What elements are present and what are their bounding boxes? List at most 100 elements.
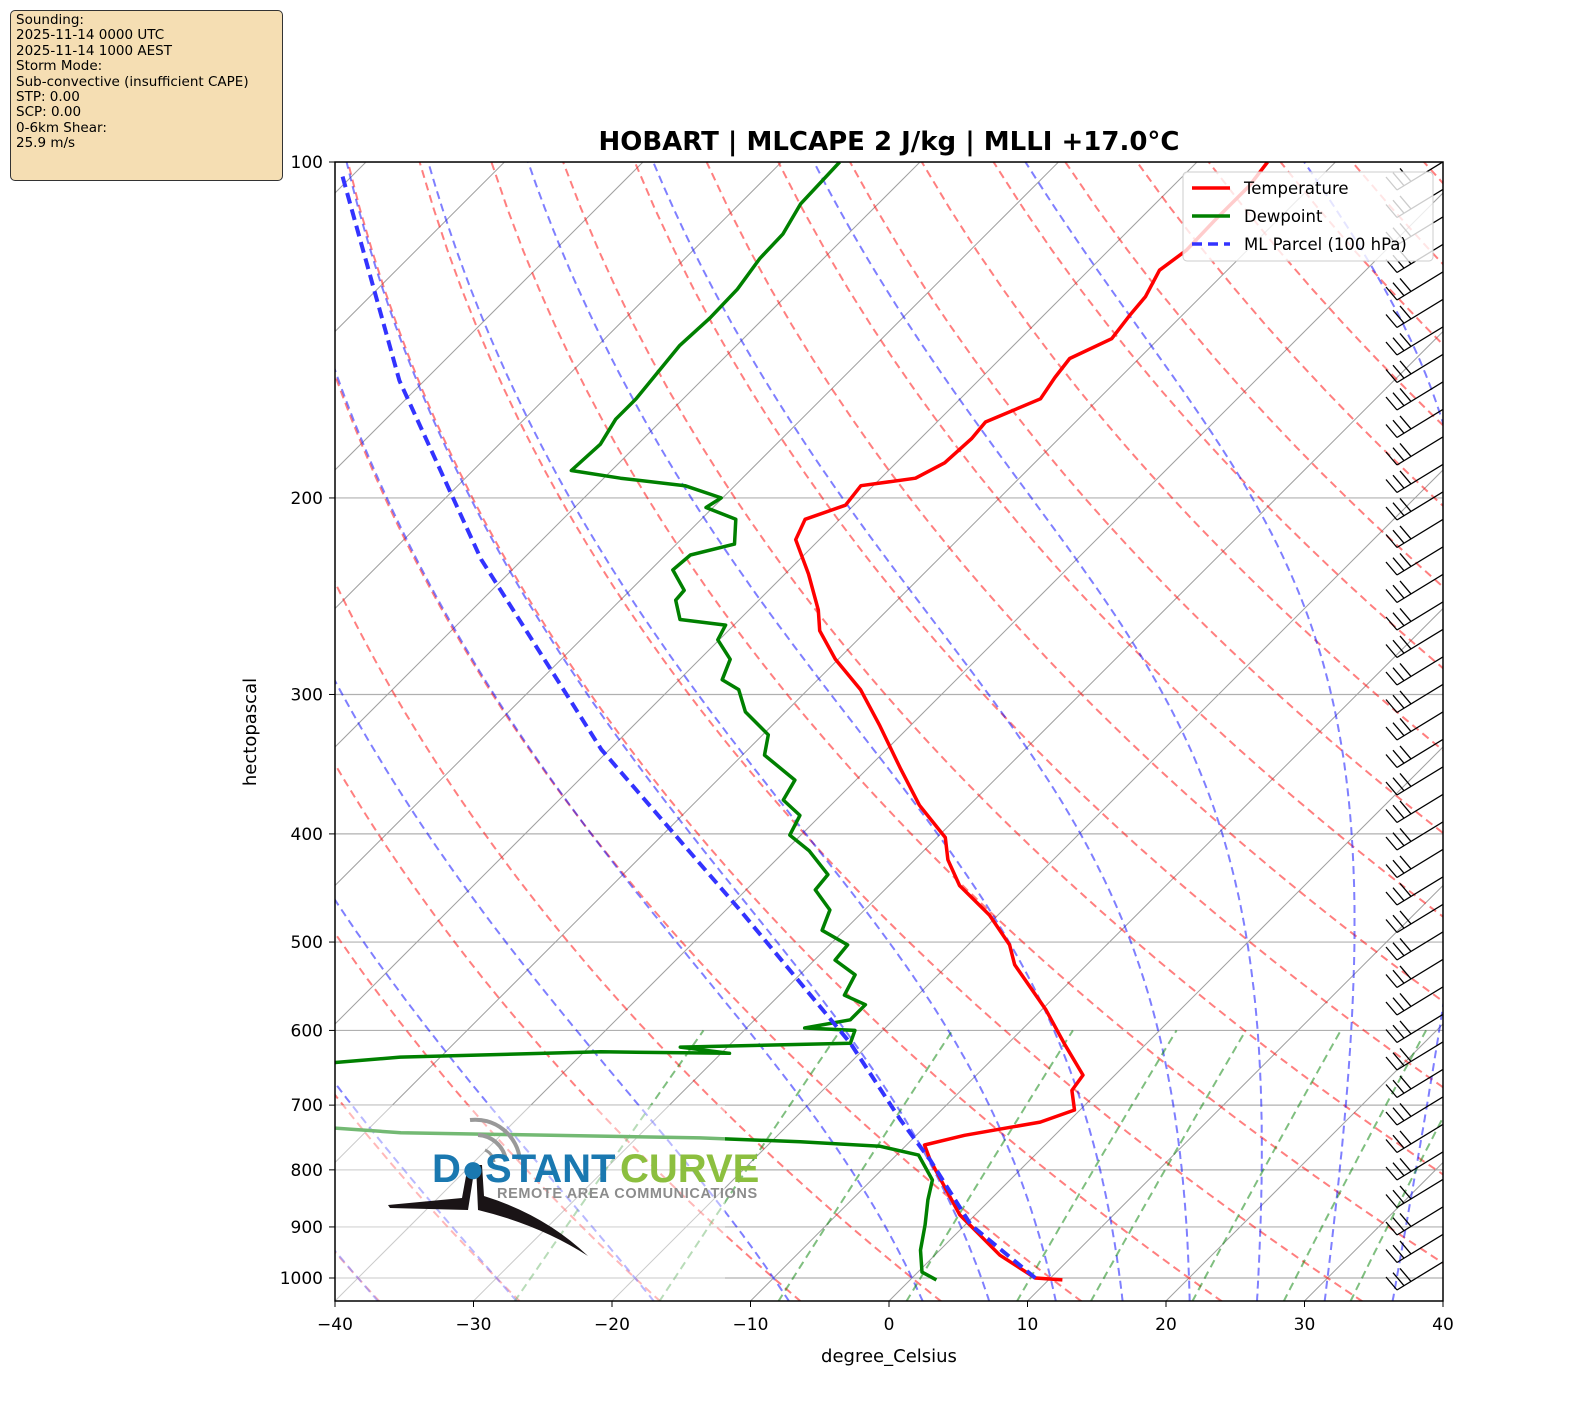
logo-word-distant: D●STANT — [432, 1147, 615, 1191]
legend-label-temperature: Temperature — [1243, 179, 1349, 198]
wind-barb-staff — [1396, 463, 1443, 494]
wind-barb-flag — [1385, 1194, 1398, 1208]
logo-tagline: REMOTE AREA COMMUNICATIONS — [497, 1186, 758, 1202]
wind-barb-flag — [1392, 1217, 1405, 1232]
dry-adiabat-line — [335, 1093, 521, 1301]
wind-barb-flag — [1392, 502, 1405, 517]
wind-barb-flag — [1385, 809, 1398, 823]
wind-barb-flag — [1392, 337, 1405, 352]
dry-adiabat-line — [1207, 162, 1443, 427]
dry-adiabat-line — [335, 372, 1083, 1301]
dry-adiabat-line — [490, 162, 1443, 1265]
wind-barb-staff — [1396, 986, 1443, 1016]
wind-barb-staff — [1396, 848, 1443, 879]
wind-barb-flag — [1399, 855, 1412, 870]
wind-barb-flag — [1385, 1221, 1398, 1236]
wind-barb-staff — [1396, 1068, 1443, 1099]
wind-barb-flag — [1399, 415, 1412, 430]
dry-adiabat-line — [992, 162, 1443, 670]
y-tick-label: 200 — [291, 489, 323, 509]
y-tick-label: 100 — [291, 153, 323, 173]
wind-barb-staff — [1396, 683, 1443, 714]
wind-barb-staff — [1396, 821, 1443, 851]
wind-barb-flag — [1399, 470, 1412, 485]
mixing-ratio-line — [777, 1029, 954, 1301]
moist-adiabat-line — [427, 162, 1057, 1301]
isotherm-line — [335, 162, 782, 610]
tower-icon — [388, 1165, 474, 1210]
wind-barb-flag — [1385, 836, 1398, 851]
isotherm-line — [611, 469, 1443, 1301]
mixing-ratio-line — [658, 1029, 842, 1301]
wind-barb-staff — [1396, 491, 1443, 521]
x-tick-label: 10 — [1017, 1315, 1039, 1335]
wind-barb-flag — [1385, 671, 1398, 686]
wind-barb-flag — [1385, 341, 1398, 356]
dry-adiabat-line — [1423, 162, 1443, 185]
wind-barb-flag — [1399, 1130, 1412, 1145]
wind-barb-staff — [1396, 271, 1443, 301]
y-tick-label: 300 — [291, 685, 323, 705]
wind-barb-flag — [1399, 497, 1412, 512]
moist-adiabat-line — [1529, 162, 1590, 1302]
dry-adiabat-line — [346, 162, 1223, 1301]
mixing-ratio-line — [1089, 1029, 1247, 1301]
wind-barb-staff — [1396, 656, 1443, 686]
wind-barb-flag — [1392, 859, 1405, 874]
wind-barb-flag — [1399, 827, 1412, 842]
y-axis-label: hectopascal — [240, 678, 261, 786]
wind-barb-flag — [1399, 937, 1412, 952]
wind-barb-flag — [1392, 887, 1405, 902]
wind-barb-flag — [1392, 777, 1405, 792]
wind-barb-staff — [1396, 1041, 1443, 1071]
wind-barb-flag — [1385, 1139, 1398, 1153]
wind-barb-flag — [1385, 369, 1398, 383]
tower-leg-icon — [476, 1165, 588, 1256]
wind-barb-flag — [1385, 1084, 1398, 1098]
wind-barb-flag — [1399, 1047, 1412, 1062]
wind-barb-flag — [1392, 639, 1405, 654]
moist-adiabat-line — [1024, 162, 1356, 1301]
moist-adiabat-line — [335, 898, 655, 1301]
wind-barb-flag — [1392, 364, 1405, 379]
wind-barb-flag — [1385, 891, 1398, 906]
wind-barb-flag — [1385, 451, 1398, 466]
wind-barb-flag — [1399, 800, 1412, 815]
wind-barb-flag — [1399, 910, 1412, 925]
y-tick-label: 800 — [291, 1161, 323, 1181]
moist-adiabat-line — [335, 1081, 518, 1301]
wind-barb-flag — [1385, 781, 1398, 796]
wind-barb-flag — [1392, 722, 1405, 737]
wind-barb-staff — [1396, 931, 1443, 961]
info-line: SCP: 0.00 — [16, 104, 82, 121]
isotherm-line — [0, 162, 228, 1302]
signal-arc-icon — [477, 1133, 508, 1161]
wind-barb-staff — [1396, 546, 1443, 576]
sounding-info-box: Sounding: 2025-11-14 0000 UTC 2025-11-14 1… — [10, 10, 283, 181]
x-tick-label: −10 — [733, 1315, 769, 1335]
wind-barb-flag — [1392, 282, 1405, 297]
wind-barb-flag — [1392, 1272, 1405, 1287]
wind-barb-flag — [1385, 589, 1398, 603]
wind-barb-flag — [1392, 804, 1405, 819]
wind-barb-staff — [1396, 381, 1443, 411]
y-tick-label: 700 — [291, 1096, 323, 1116]
series-line-temperature — [793, 162, 1269, 1282]
wind-barb-flag — [1392, 832, 1405, 847]
isotherm-line — [335, 162, 644, 471]
wind-barb-flag — [1399, 525, 1412, 540]
legend: Temperature Dewpoint ML Parcel (100 hPa) — [1182, 171, 1434, 262]
mixing-ratio-line — [1191, 1029, 1342, 1301]
wind-barb-flag — [1392, 942, 1405, 957]
wind-barb-staff — [1396, 876, 1443, 906]
info-line: 0-6km Shear: — [16, 119, 107, 136]
wind-barb-staff — [1396, 518, 1443, 549]
info-line: 2025-11-14 0000 UTC — [16, 27, 165, 44]
wind-barb-staff — [1396, 298, 1443, 329]
wind-barb-staff — [1396, 1123, 1443, 1154]
wind-barb-flag — [1399, 580, 1412, 595]
wind-barb-staff — [1396, 1233, 1443, 1264]
wind-barb-flag — [1399, 635, 1412, 650]
wind-barb-flag — [1385, 286, 1398, 301]
dry-adiabat-line — [920, 162, 1443, 752]
